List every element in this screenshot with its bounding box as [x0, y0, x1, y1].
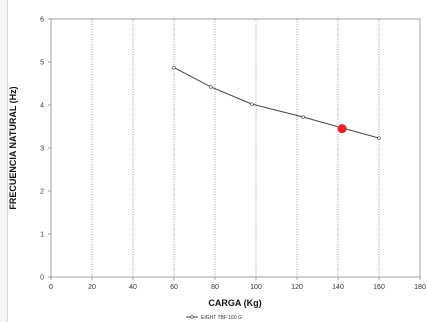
x-tick-label: 160 [373, 284, 385, 291]
x-tick-labels: 0 20 40 60 80 100 120 140 160 180 [49, 277, 426, 291]
x-tick-label: 40 [129, 284, 137, 291]
legend: EIGHT TBF 160 G [186, 315, 242, 321]
data-point [250, 102, 254, 106]
x-tick-label: 100 [250, 284, 262, 291]
y-tick-label: 4 [40, 103, 44, 110]
window-edge [0, 0, 8, 322]
data-point [209, 85, 213, 89]
series-layer [172, 65, 381, 140]
y-tick-label: 0 [40, 275, 44, 282]
y-tick-labels: 0 1 2 3 4 5 6 [40, 17, 51, 282]
y-tick-label: 3 [40, 146, 44, 153]
data-point [301, 115, 305, 119]
y-axis-label: FRECUENCIA NATURAL (Hz) [8, 86, 18, 209]
legend-point-marker [190, 315, 194, 319]
grid-lines [91, 19, 380, 277]
plot-area [50, 18, 421, 278]
data-point [377, 136, 381, 140]
x-tick-label: 0 [49, 284, 53, 291]
highlight-point [337, 124, 347, 134]
legend-label: EIGHT TBF 160 G [201, 315, 242, 321]
x-tick-label: 120 [291, 284, 303, 291]
x-tick-label: 80 [211, 284, 219, 291]
x-tick-label: 20 [88, 284, 96, 291]
y-tick-label: 1 [40, 232, 44, 239]
x-axis-label: CARGA (Kg) [208, 298, 261, 308]
y-tick-label: 5 [40, 60, 44, 67]
y-tick-label: 6 [40, 17, 44, 24]
x-tick-label: 60 [170, 284, 178, 291]
x-tick-label: 140 [332, 284, 344, 291]
data-point [172, 65, 176, 70]
y-tick-label: 2 [40, 189, 44, 196]
x-tick-label: 180 [414, 284, 426, 291]
